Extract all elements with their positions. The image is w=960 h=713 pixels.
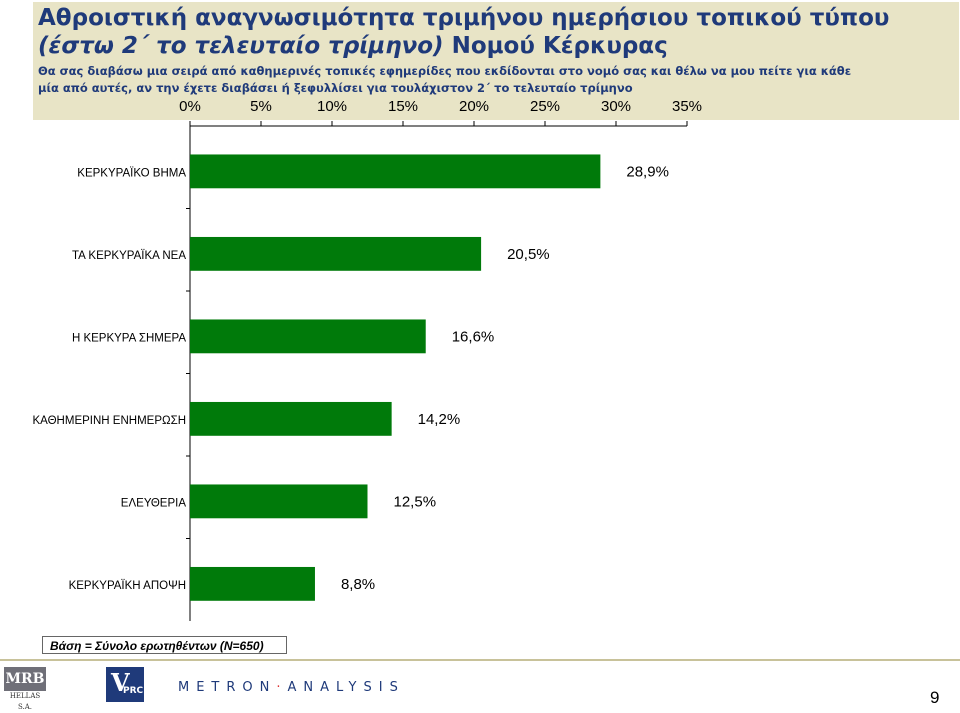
x-tick-label: 0% — [179, 98, 201, 115]
title-banner — [33, 2, 959, 120]
mrb-logo-sub: HELLAS S.A. — [9, 692, 41, 711]
category-label: ΤΑ ΚΕΡΚΥΡΑΪΚΑ ΝΕΑ — [72, 250, 186, 262]
page-title: Αθροιστική αναγνωσιμότητα τριμήνου ημερή… — [38, 4, 889, 60]
vprc-logo: V PRC — [106, 667, 144, 702]
x-tick-label: 15% — [388, 98, 418, 115]
bar — [190, 319, 426, 354]
data-label: 14,2% — [418, 411, 461, 428]
data-label: 16,6% — [452, 328, 495, 345]
metron-logo-part2: ANALYSIS — [287, 680, 405, 695]
data-label: 8,8% — [341, 576, 375, 593]
vprc-logo-v: V — [111, 668, 130, 697]
data-label: 28,9% — [626, 163, 669, 180]
bar — [190, 401, 392, 436]
data-label: 12,5% — [394, 493, 437, 510]
x-tick-label: 35% — [672, 98, 702, 115]
base-note: Βάση = Σύνολο ερωτηθέντων (N=650) — [42, 636, 287, 654]
title-line-2-rest: Νομού Κέρκυρας — [443, 33, 668, 59]
category-label: Η ΚΕΡΚΥΡΑ ΣΗΜΕΡΑ — [72, 332, 186, 344]
metron-logo-part1: METRON — [178, 680, 277, 695]
metron-logo-accent: · — [276, 680, 288, 695]
mrb-logo-mark: MRB — [4, 667, 46, 691]
x-tick-label: 30% — [601, 98, 631, 115]
x-tick-label: 10% — [317, 98, 347, 115]
category-label: ΚΑΘΗΜΕΡΙΝΗ ΕΝΗΜΕΡΩΣΗ — [33, 415, 186, 427]
question-line-1: Θα σας διαβάσω μια σειρά από καθημερινές… — [38, 64, 852, 78]
category-label: ΕΛΕΥΘΕΡΙΑ — [121, 497, 187, 509]
x-tick-label: 5% — [250, 98, 272, 115]
bar — [190, 154, 601, 189]
page-number: 9 — [930, 688, 940, 707]
data-label: 20,5% — [507, 246, 550, 263]
title-line-2-italic: (έστω 2΄ το τελευταίο τρίμηνο) — [38, 33, 444, 59]
category-label: ΚΕΡΚΥΡΑΪΚΗ ΑΠΟΨΗ — [69, 580, 186, 592]
category-label: ΚΕΡΚΥΡΑΪΚΟ ΒΗΜΑ — [77, 167, 186, 179]
x-tick-label: 25% — [530, 98, 560, 115]
title-line-2: (έστω 2΄ το τελευταίο τρίμηνο) Νομού Κέρ… — [38, 32, 889, 60]
question-line-2: μία από αυτές, αν την έχετε διαβάσει ή ξ… — [38, 81, 633, 95]
title-line-1: Αθροιστική αναγνωσιμότητα τριμήνου ημερή… — [38, 5, 890, 31]
metron-analysis-logo: METRON·ANALYSIS — [178, 680, 405, 695]
question-text: Θα σας διαβάσω μια σειρά από καθημερινές… — [38, 63, 851, 97]
bar — [190, 484, 368, 519]
x-tick-label: 20% — [459, 98, 489, 115]
vprc-logo-prc: PRC — [123, 686, 144, 696]
footer-divider — [0, 659, 960, 661]
mrb-logo: MRB HELLAS S.A. — [4, 667, 46, 711]
bar — [190, 236, 482, 271]
bar — [190, 566, 315, 601]
